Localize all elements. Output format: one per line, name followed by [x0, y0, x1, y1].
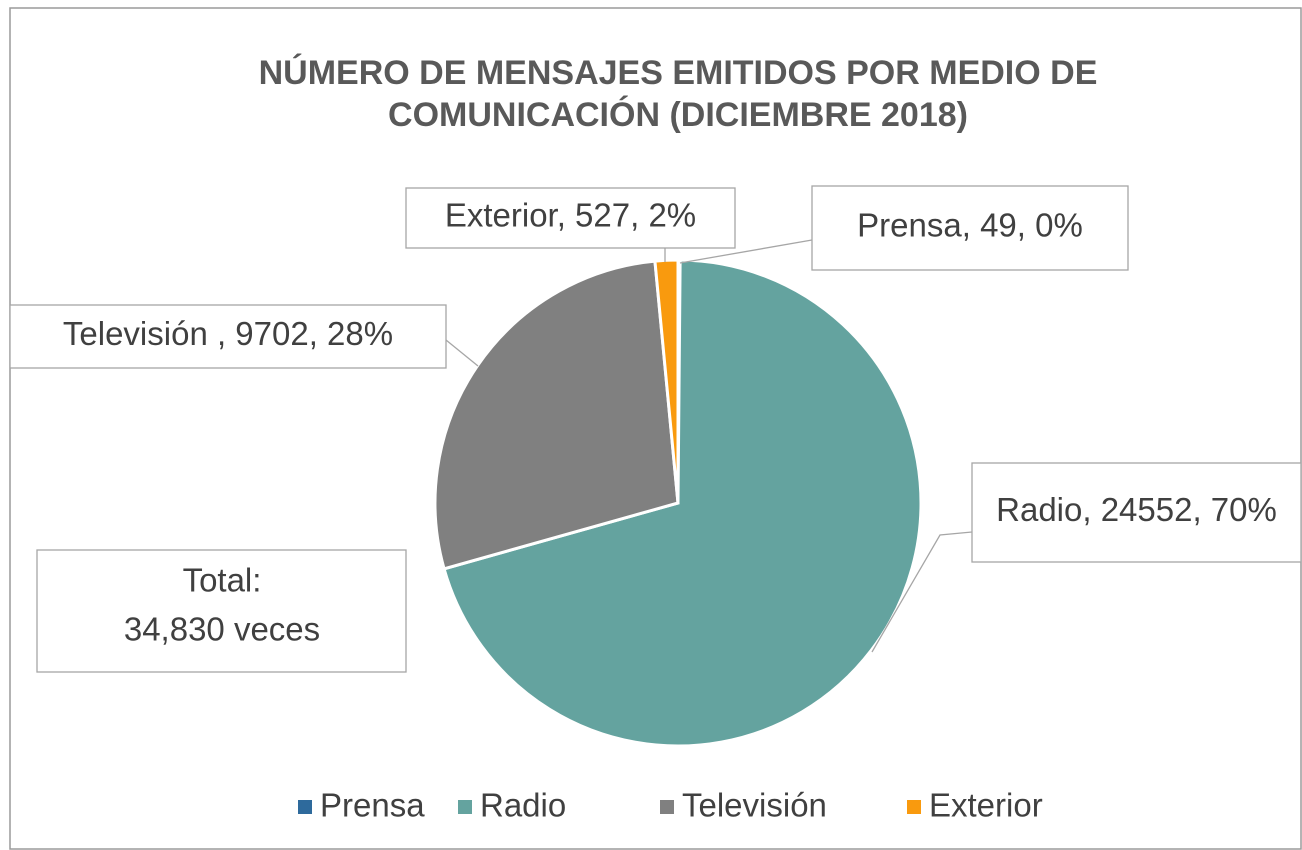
- data-label: Exterior, 527, 2%: [445, 197, 696, 234]
- data-label: Televisión , 9702, 28%: [63, 315, 393, 352]
- legend-marker: [907, 800, 921, 814]
- pie-slice: [653, 258, 680, 504]
- annotation: Total:: [183, 562, 262, 599]
- legend-marker: [458, 800, 472, 814]
- data-label-box: [811, 185, 1129, 271]
- legend-label: Exterior: [929, 787, 1043, 824]
- annotation-box: [36, 549, 407, 673]
- data-label: Prensa, 49, 0%: [857, 207, 1083, 244]
- data-label-box: [405, 187, 736, 249]
- legend-marker: [660, 800, 674, 814]
- legend-label: Radio: [480, 787, 566, 824]
- leader-line: [679, 239, 813, 264]
- legend-label: Prensa: [320, 787, 425, 824]
- pie-slice: [442, 258, 923, 748]
- data-label: Radio, 24552, 70%: [996, 491, 1277, 528]
- data-label-box: [971, 462, 1302, 563]
- leader-line: [871, 531, 973, 653]
- annotation: 34,830 veces: [124, 611, 320, 648]
- leader-line: [445, 339, 479, 367]
- chart-title: NÚMERO DE MENSAJES EMITIDOS POR MEDIO DE…: [259, 54, 1098, 134]
- legend-label: Televisión: [682, 787, 827, 824]
- data-label-box: [9, 304, 447, 369]
- legend-marker: [298, 800, 312, 814]
